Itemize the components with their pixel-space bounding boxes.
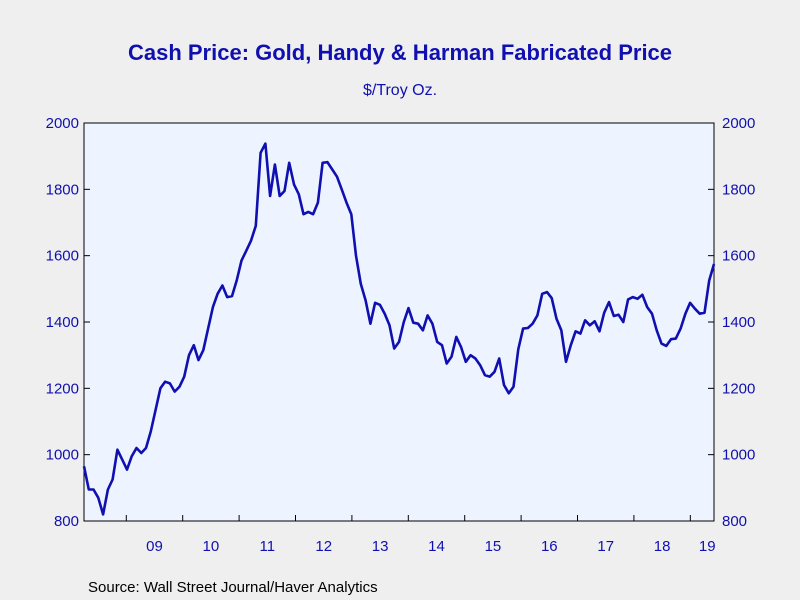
y-axis-left: 800 1000 1200 1400 1600 1800 2000 bbox=[46, 115, 90, 530]
x-tick-label: 19 bbox=[699, 538, 716, 555]
chart-title: Cash Price: Gold, Handy & Harman Fabrica… bbox=[128, 40, 672, 65]
y-tick-label-right: 2000 bbox=[722, 115, 755, 132]
x-tick-label: 16 bbox=[541, 538, 558, 555]
y-tick-label-right: 1200 bbox=[722, 380, 755, 397]
y-tick-label-left: 1600 bbox=[46, 248, 79, 265]
y-tick-label-left: 2000 bbox=[46, 115, 79, 132]
x-tick-label: 09 bbox=[146, 538, 163, 555]
x-tick-label: 10 bbox=[203, 538, 220, 555]
y-tick-label-right: 1400 bbox=[722, 314, 755, 331]
y-tick-label-left: 800 bbox=[54, 513, 79, 530]
x-tick-label: 18 bbox=[654, 538, 671, 555]
y-tick-label-left: 1000 bbox=[46, 447, 79, 464]
x-tick-label: 12 bbox=[315, 538, 332, 555]
source-note: Source: Wall Street Journal/Haver Analyt… bbox=[88, 579, 378, 596]
y-tick-label-right: 1800 bbox=[722, 181, 755, 198]
y-tick-label-left: 1800 bbox=[46, 181, 79, 198]
chart-subtitle: $/Troy Oz. bbox=[363, 82, 437, 99]
y-tick-label-left: 1200 bbox=[46, 380, 79, 397]
y-tick-label-right: 1600 bbox=[722, 248, 755, 265]
y-tick-label-left: 1400 bbox=[46, 314, 79, 331]
x-tick-label: 15 bbox=[485, 538, 502, 555]
series-line bbox=[82, 142, 716, 516]
x-axis: 09 10 11 12 13 14 15 16 17 18 19 bbox=[125, 515, 716, 555]
x-tick-label: 17 bbox=[597, 538, 614, 555]
x-tick-label: 11 bbox=[260, 538, 276, 555]
x-tick-label: 14 bbox=[428, 538, 445, 555]
x-tick-label: 13 bbox=[372, 538, 389, 555]
y-tick-label-right: 1000 bbox=[722, 447, 755, 464]
y-tick-label-right: 800 bbox=[722, 513, 747, 530]
plot-area bbox=[83, 122, 715, 522]
y-axis-right: 800 1000 1200 1400 1600 1800 2000 bbox=[708, 115, 755, 530]
